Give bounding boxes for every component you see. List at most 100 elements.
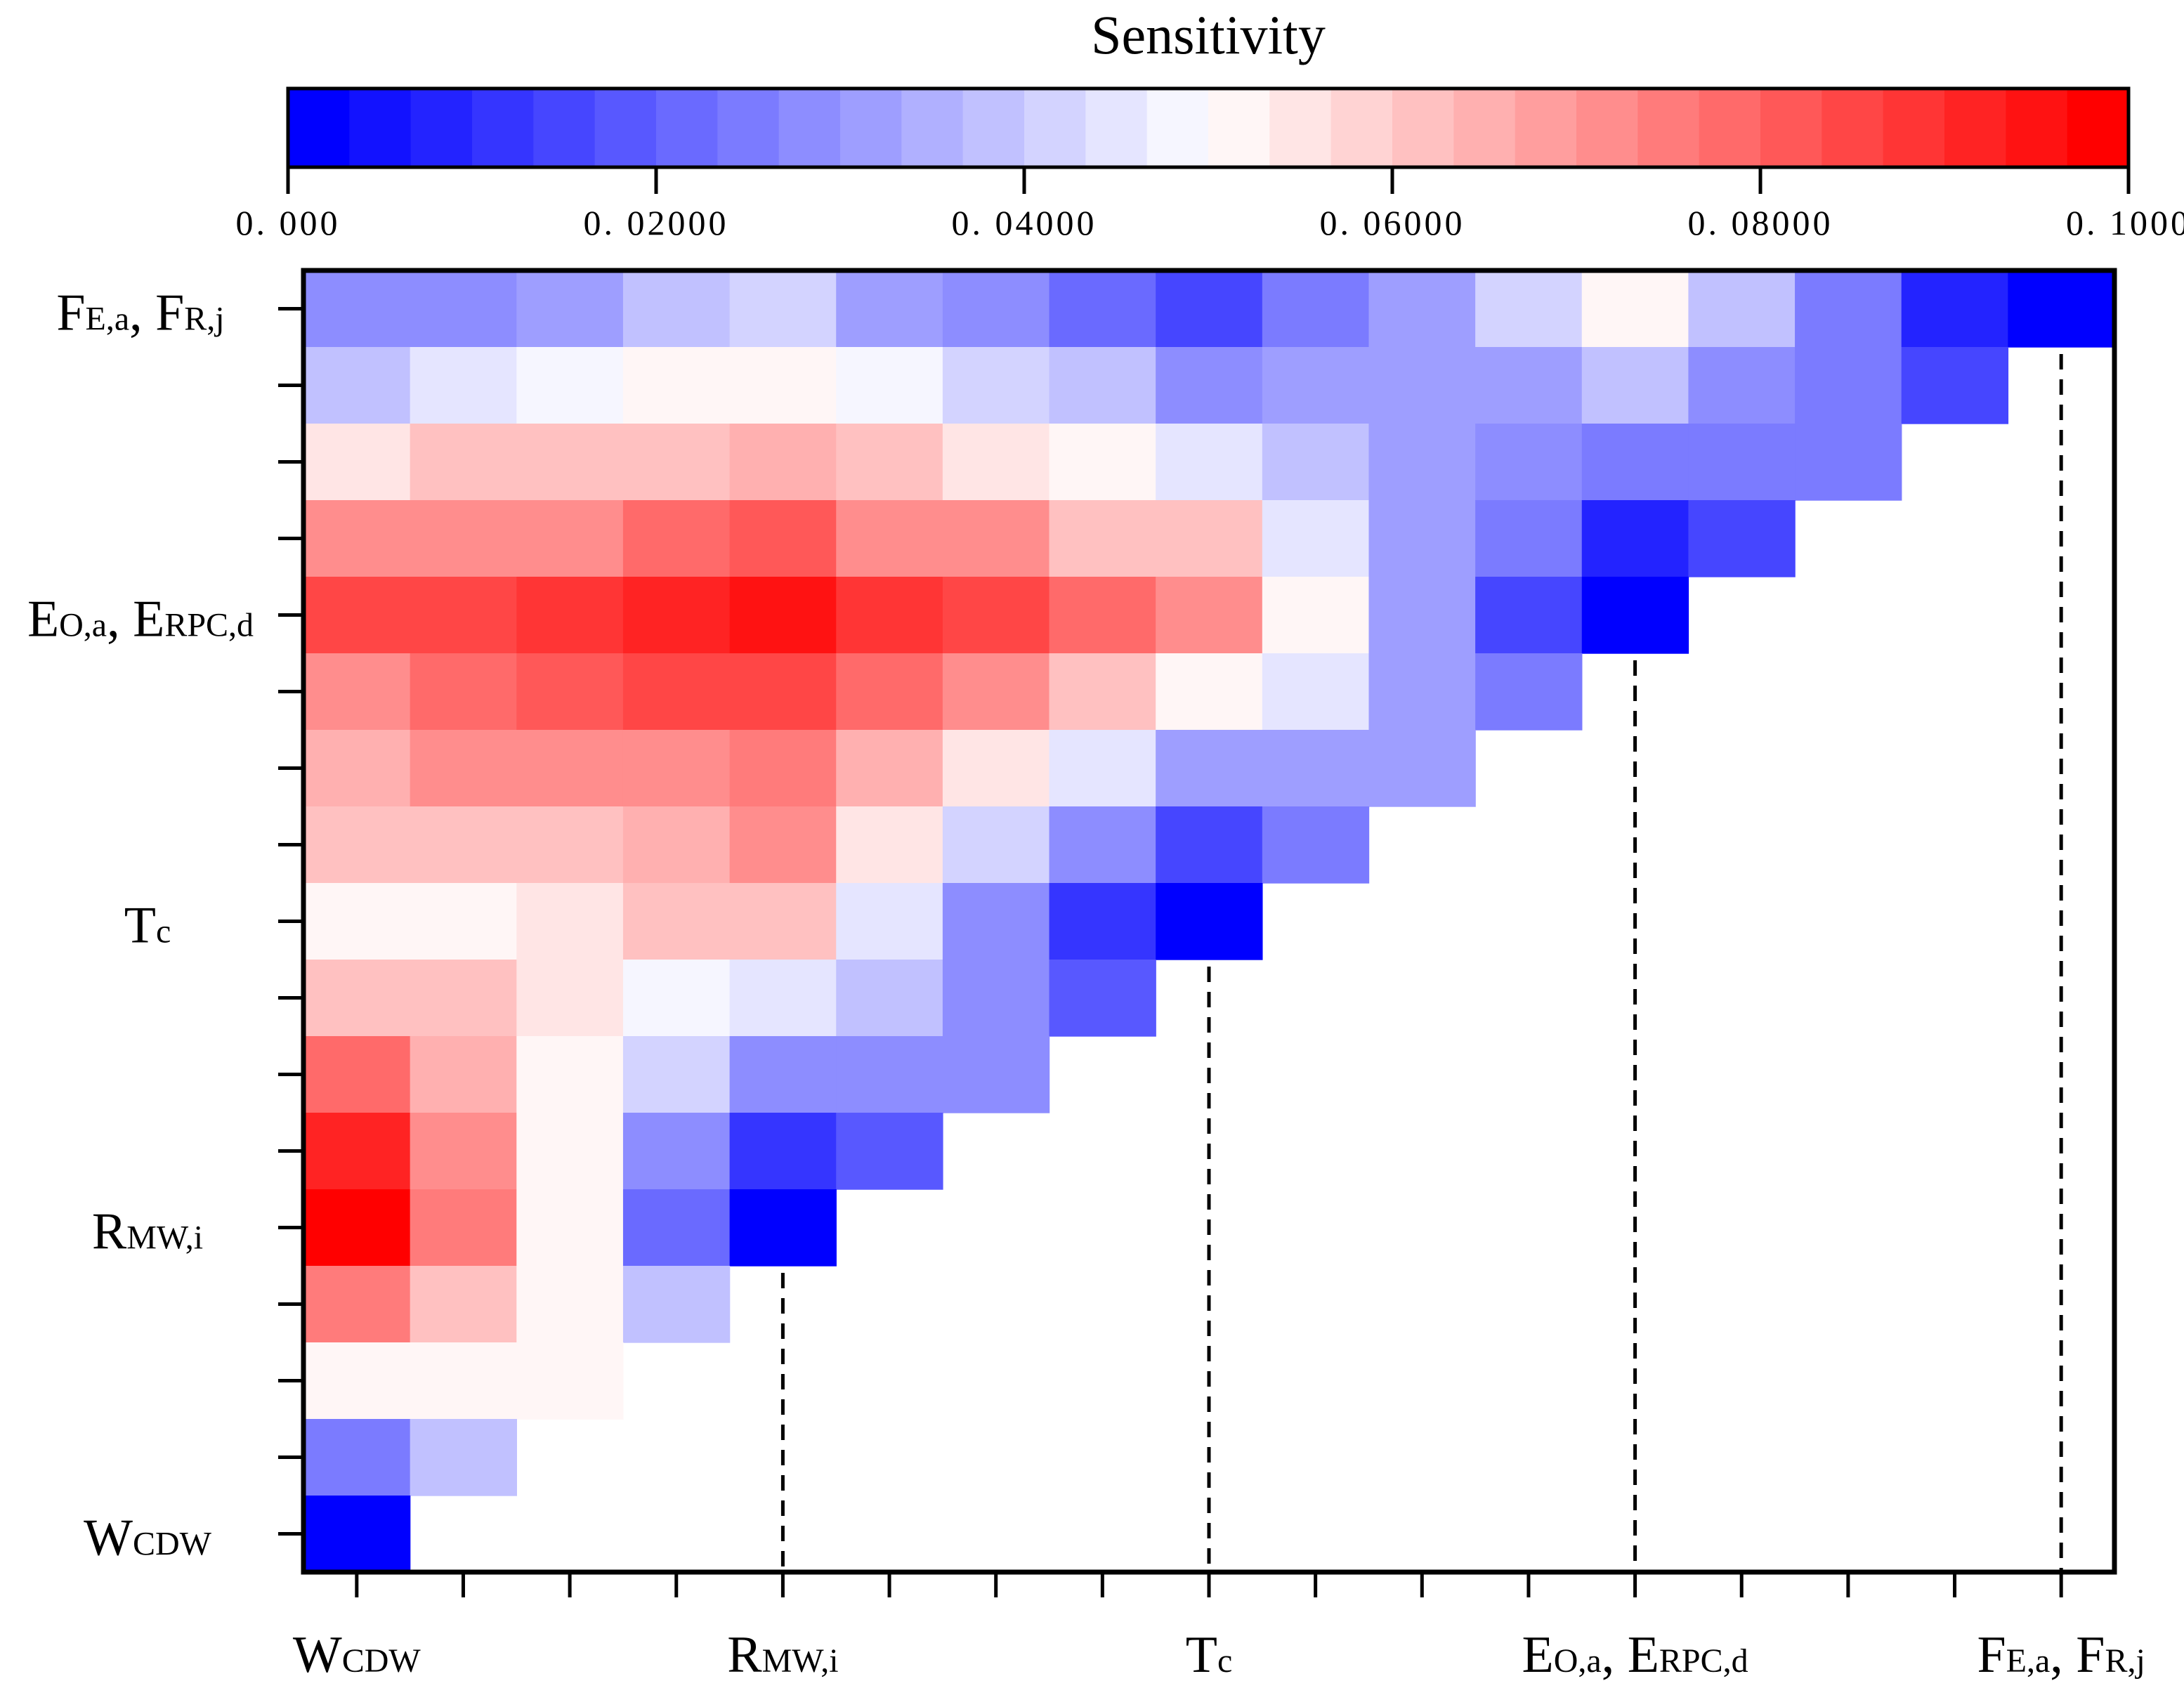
heatmap-cell-r5-c11	[1475, 653, 1583, 731]
y-axis-label: WCDW	[84, 1510, 212, 1567]
heatmap-cell-r2-c6	[942, 424, 1050, 501]
axis-ticks	[278, 307, 2063, 1597]
heatmap-cell-r11-c5	[836, 1113, 943, 1190]
colorbar-level-22	[1637, 89, 1700, 167]
heatmap-cell-r6-c2	[516, 730, 624, 807]
colorbar-level-29	[2067, 89, 2129, 167]
heatmap-cell-r0-c4	[729, 270, 837, 348]
heatmap-cell-r10-c4	[729, 1036, 837, 1113]
heatmap-cell-r4-c12	[1581, 577, 1689, 654]
colorbar-tick-label: 0. 02000	[584, 203, 729, 242]
heatmap-cell-r7-c2	[516, 806, 624, 884]
colorbar-tick-label: 0. 08000	[1688, 203, 1833, 242]
heatmap-cell-r3-c7	[1049, 500, 1156, 577]
heatmap-cell-r0-c3	[622, 270, 731, 348]
heatmap-cell-r1-c13	[1688, 347, 1796, 424]
heatmap-cell-r7-c7	[1049, 806, 1156, 884]
heatmap-cell-r5-c1	[410, 653, 517, 731]
heatmap-cell-r4-c1	[410, 577, 517, 654]
heatmap-cell-r9-c0	[303, 960, 411, 1037]
heatmap-cell-r1-c6	[942, 347, 1050, 424]
y-axis-label: RMW,i	[92, 1203, 203, 1261]
colorbar-tick-label: 0. 06000	[1320, 203, 1465, 242]
heatmap-cell-r15-c1	[410, 1419, 517, 1496]
heatmap-cell-r6-c7	[1049, 730, 1156, 807]
heatmap-cell-r14-c1	[410, 1342, 517, 1420]
heatmap-cell-r12-c0	[303, 1189, 411, 1267]
colorbar-level-7	[717, 89, 780, 167]
heatmap-cell-r8-c1	[410, 883, 517, 960]
colorbar-level-25	[1822, 89, 1884, 167]
dashed-guide-lines	[780, 354, 2063, 1572]
colorbar-tick-label: 0. 000	[236, 203, 341, 242]
heatmap-cell-r9-c2	[516, 960, 624, 1037]
y-axis-labels: FE,a, FR,j EO,a, ERPC,d Tc RMW,i WCDW	[27, 284, 254, 1567]
heatmap-cell-r1-c11	[1475, 347, 1583, 424]
heatmap-cell-r4-c3	[622, 577, 731, 654]
colorbar-level-20	[1515, 89, 1577, 167]
heatmap-cell-r1-c3	[622, 347, 731, 424]
heatmap-cell-r1-c7	[1049, 347, 1156, 424]
heatmap-cell-r0-c1	[410, 270, 517, 348]
heatmap-cell-r13-c3	[622, 1266, 731, 1343]
heatmap-cell-r11-c4	[729, 1113, 837, 1190]
heatmap-cell-r5-c3	[622, 653, 731, 731]
heatmap-cell-r4-c0	[303, 577, 411, 654]
heatmap-cell-r13-c2	[516, 1266, 624, 1343]
heatmap-cell-r11-c1	[410, 1113, 517, 1190]
heatmap-cell-r0-c15	[1901, 270, 2009, 348]
heatmap-cell-r4-c5	[836, 577, 943, 654]
colorbar-level-21	[1576, 89, 1638, 167]
heatmap-cell-r5-c4	[729, 653, 837, 731]
heatmap-cell-r9-c5	[836, 960, 943, 1037]
heatmap-cell-r6-c10	[1368, 730, 1476, 807]
heatmap-cell-r3-c4	[729, 500, 837, 577]
colorbar-level-11	[962, 89, 1025, 167]
heatmap-cell-r13-c0	[303, 1266, 411, 1343]
heatmap-cell-r4-c2	[516, 577, 624, 654]
colorbar-level-14	[1146, 89, 1209, 167]
heatmap-cell-r0-c12	[1581, 270, 1689, 348]
heatmap-cell-r11-c2	[516, 1113, 624, 1190]
heatmap-cell-r0-c14	[1795, 270, 1902, 348]
heatmap-cell-r7-c4	[729, 806, 837, 884]
heatmap-cell-r4-c8	[1156, 577, 1263, 654]
heatmap-cell-r2-c12	[1581, 424, 1689, 501]
heatmap-cell-r8-c4	[729, 883, 837, 960]
heatmap-cell-r1-c0	[303, 347, 411, 424]
y-axis-label: Tc	[124, 897, 171, 955]
heatmap-cell-r6-c8	[1156, 730, 1263, 807]
heatmap-cell-r0-c16	[2008, 270, 2115, 348]
heatmap-cell-r0-c8	[1156, 270, 1263, 348]
heatmap-cell-r12-c2	[516, 1189, 624, 1267]
heatmap-cell-r0-c5	[836, 270, 943, 348]
heatmap-cell-r1-c2	[516, 347, 624, 424]
heatmap-cell-r3-c6	[942, 500, 1050, 577]
heatmap-cell-r7-c1	[410, 806, 517, 884]
heatmap-cell-r2-c2	[516, 424, 624, 501]
heatmap-cell-r3-c3	[622, 500, 731, 577]
x-axis-label: FE,a, FR,j	[1977, 1626, 2145, 1684]
heatmap-cell-r1-c5	[836, 347, 943, 424]
heatmap-cell-r8-c3	[622, 883, 731, 960]
colorbar-level-16	[1269, 89, 1332, 167]
heatmap-cell-r0-c10	[1368, 270, 1476, 348]
heatmap-cell-r1-c10	[1368, 347, 1476, 424]
heatmap-cell-r10-c6	[942, 1036, 1050, 1113]
heatmap-cell-r0-c9	[1262, 270, 1370, 348]
colorbar-level-9	[840, 89, 902, 167]
heatmap-cell-r7-c8	[1156, 806, 1263, 884]
heatmap-cell-r3-c8	[1156, 500, 1263, 577]
heatmap-cell-r7-c0	[303, 806, 411, 884]
heatmap-cell-r2-c3	[622, 424, 731, 501]
heatmap-cell-r6-c0	[303, 730, 411, 807]
heatmap-cell-r5-c5	[836, 653, 943, 731]
chart-title: Sensitivity	[1091, 4, 1326, 65]
heatmap-cell-r3-c11	[1475, 500, 1583, 577]
heatmap-cell-r4-c9	[1262, 577, 1370, 654]
heatmap-cell-r12-c3	[622, 1189, 731, 1267]
heatmap-cell-r12-c4	[729, 1189, 837, 1267]
colorbar-tick-label: 0. 04000	[952, 203, 1097, 242]
heatmap-cell-r3-c0	[303, 500, 411, 577]
